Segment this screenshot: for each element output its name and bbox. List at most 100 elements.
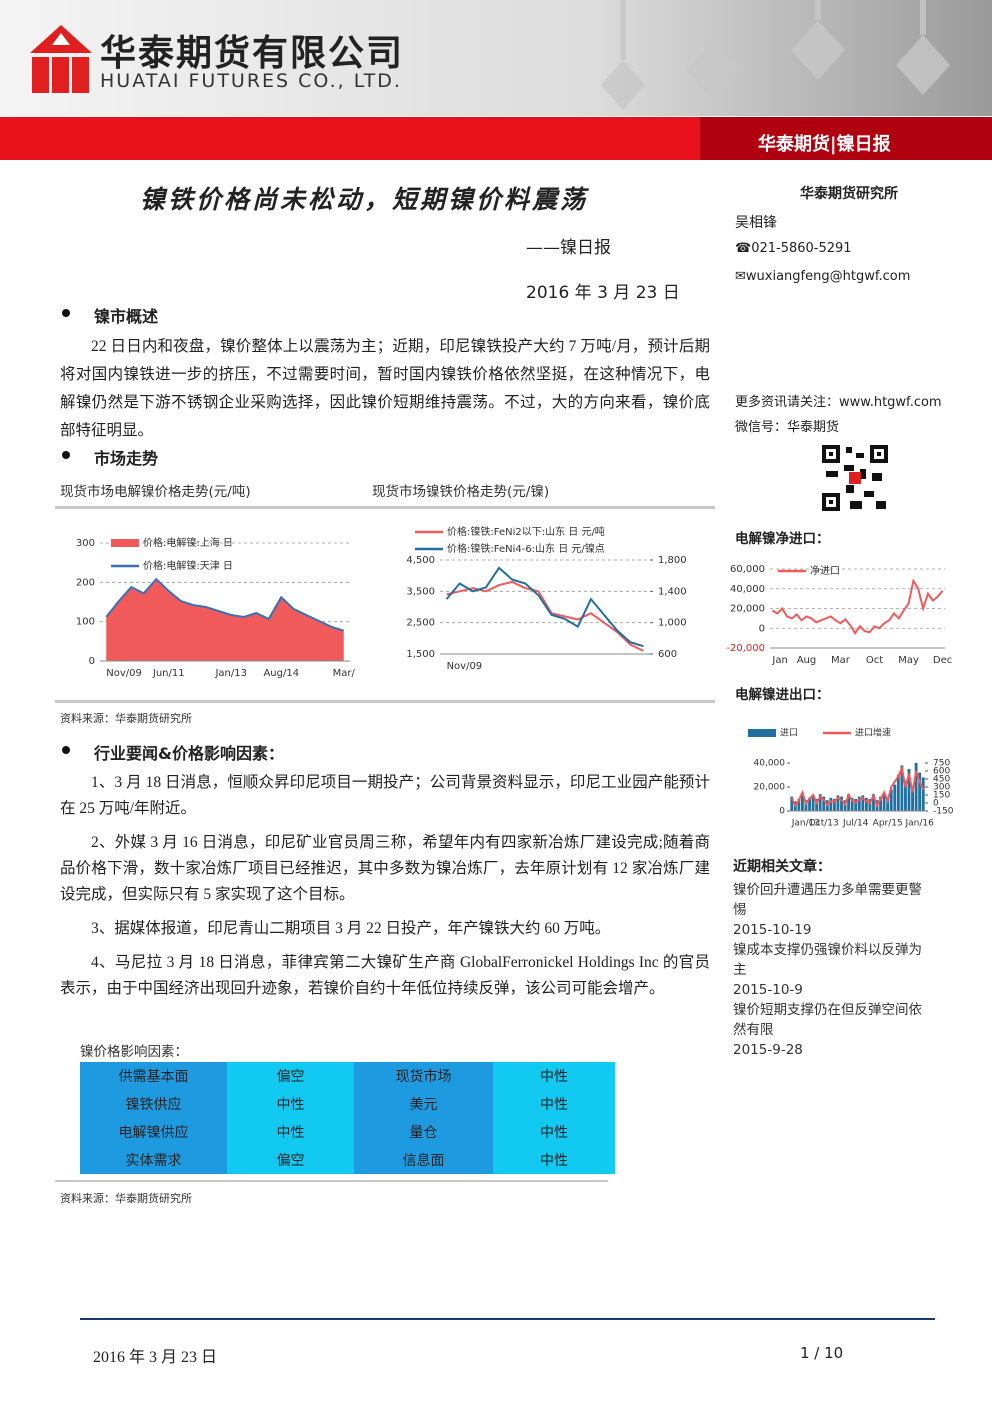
table-row: 供需基本面 偏空 现货市场 中性 (80, 1062, 615, 1090)
legend-swatch (748, 729, 776, 737)
y-tick-label: 60,000 (730, 564, 765, 575)
source: 资料来源：华泰期货研究所 (60, 1192, 192, 1205)
y-tick-label: 40,000 (754, 759, 786, 769)
rule (55, 1180, 608, 1182)
table-cell: 中性 (493, 1146, 615, 1174)
x-tick-label: Jul/14 (842, 819, 869, 829)
y2-tick-label: 0 (933, 799, 939, 809)
bar (911, 787, 914, 811)
company-name-en: HUATAI FUTURES CO., LTD. (100, 70, 402, 92)
line (790, 765, 925, 809)
table-cell: 实体需求 (80, 1146, 227, 1174)
bar (811, 795, 815, 811)
y2-tick-label: 600 (658, 649, 677, 660)
table-cell: 偏空 (227, 1062, 354, 1090)
legend-label: 净进口 (810, 564, 840, 577)
bar (921, 777, 925, 811)
x-tick-label: Aug (797, 655, 817, 666)
y2-tick-label: 450 (933, 775, 950, 785)
bar (907, 769, 911, 811)
news-item: 3、据媒体报道，印尼青山二期项目 3 月 22 日投产，年产镍铁大约 60 万吨… (91, 920, 611, 937)
email: ✉wuxiangfeng@htgwf.com (735, 269, 911, 284)
factor-table: 供需基本面 偏空 现货市场 中性 镍铁供应 中性 美元 中性 电解镍供应 中性 量仓 中性 实体需求 偏空… (80, 1062, 615, 1174)
line (771, 578, 944, 636)
table-cell: 中性 (493, 1062, 615, 1090)
bar (836, 795, 840, 811)
table-row: 实体需求 偏空 信息面 中性 (80, 1146, 615, 1174)
x-tick-label: Aug/14 (263, 668, 299, 679)
bar (914, 763, 918, 811)
section-heading: 行业要闻&价格影响因素： (94, 744, 284, 763)
y2-tick-label: 300 (933, 783, 950, 793)
table-cell: 中性 (227, 1090, 354, 1118)
chart: 0 100 200 300 Nov/09 Jun/11 Jan/13 Aug/14 Mar/价格… (76, 536, 356, 679)
chart-title: 现货市场电解镍价格走势(元/吨) (60, 484, 251, 500)
y-tick-label: 3,500 (406, 586, 435, 597)
phone: ☎021-5860-5291 (735, 241, 852, 256)
footer-date: 2016 年 3 月 23 日 (93, 1349, 218, 1366)
y-tick-label: 4,500 (406, 555, 435, 566)
chart: 020,00040,000-1500150300450600750Jan/13O… (748, 727, 954, 829)
related-title: 镍价短期支撑仍在但反弹空间依然有限 (733, 1002, 922, 1038)
report-tag: 华泰期货|镍日报 (758, 134, 891, 155)
legend-label: 进口增速 (855, 727, 891, 739)
bar (886, 797, 890, 811)
x-tick-label: May (898, 655, 919, 666)
report-date: 2016 年 3 月 23 日 (526, 283, 680, 303)
y2-tick-label: 1,400 (658, 586, 687, 597)
more-info: 更多资讯请关注：www.htgwf.com (735, 395, 942, 410)
rule (55, 506, 715, 509)
related-list: 镍价回升遭遇压力多单需要更警惕 2015-10-19 镍成本支撑仍强镍价料以反弹为主… (733, 880, 933, 1060)
legend-label: 价格:镍铁:FeNi4-6:山东 日 元/镍点 (447, 542, 605, 555)
legend-swatch (111, 539, 139, 547)
chart: 1,500 2,500 3,500 4,500 600 1,000 1,400 1,800 No… (406, 525, 687, 672)
bar (850, 797, 854, 811)
red-band-dark (700, 117, 992, 160)
phone-number: 021-5860-5291 (751, 241, 852, 256)
area (106, 580, 344, 661)
y2-tick-label: 1,000 (658, 618, 687, 629)
line (445, 566, 644, 648)
table-cell: 美元 (354, 1090, 493, 1118)
table-cell: 偏空 (227, 1146, 354, 1174)
y-tick-label: 100 (76, 617, 95, 628)
email-address: wuxiangfeng@htgwf.com (745, 269, 911, 284)
related-date: 2015-9-28 (733, 1042, 803, 1058)
bar (861, 795, 865, 811)
table-cell: 信息面 (354, 1146, 493, 1174)
header-decoration (601, 0, 950, 110)
source: 资料来源：华泰期货研究所 (60, 712, 192, 725)
news-item: 2、外媒 3 月 16 日消息，印尼矿业官员周三称，希望年内有四家新冶炼厂建设完… (60, 834, 710, 903)
related-title: 镍成本支撑仍强镍价料以反弹为主 (733, 942, 922, 978)
bar (882, 793, 886, 811)
bar (879, 796, 883, 811)
bar (832, 799, 836, 811)
x-tick-label: Nov/09 (447, 661, 483, 672)
analyst: 吴相锋 (735, 215, 777, 231)
bar (893, 784, 897, 811)
bullet (62, 451, 70, 459)
institute: 华泰期货研究所 (800, 186, 898, 202)
bar (868, 799, 872, 811)
related-date: 2015-10-9 (733, 982, 803, 998)
y-tick-label: 300 (76, 538, 95, 549)
table-cell: 中性 (493, 1118, 615, 1146)
chart: -20,000 0 20,000 40,000 60,000 Jan Aug Mar Oct Ma… (726, 564, 952, 666)
x-tick-label: Mar (831, 655, 851, 666)
qr-code (820, 443, 890, 513)
section-heading: 镍市概述 (94, 307, 159, 326)
related-title: 镍价回升遭遇压力多单需要更警惕 (733, 882, 922, 918)
bar (801, 793, 804, 811)
table-cell: 电解镍供应 (80, 1118, 227, 1146)
news-list: 1、3 月 18 日消息，恒顺众昇印尼项目一期投产；公司背景资料显示，印尼工业园… (60, 770, 710, 1010)
legend-label: 价格:电解镍:天津 日 (143, 559, 233, 572)
bar (797, 799, 801, 811)
y-tick-label: 20,000 (730, 604, 765, 615)
bullet (62, 309, 70, 317)
legend-label: 价格:镍铁:FeNi2以下:山东 日 元/吨 (447, 525, 605, 538)
y-tick-label: 0 (759, 623, 765, 634)
news-item: 1、3 月 18 日消息，恒顺众昇印尼项目一期投产；公司背景资料显示，印尼工业园… (60, 774, 710, 817)
y2-tick-label: -150 (933, 807, 954, 817)
table-cell: 中性 (493, 1090, 615, 1118)
page-number: 1 / 10 (800, 1344, 844, 1362)
